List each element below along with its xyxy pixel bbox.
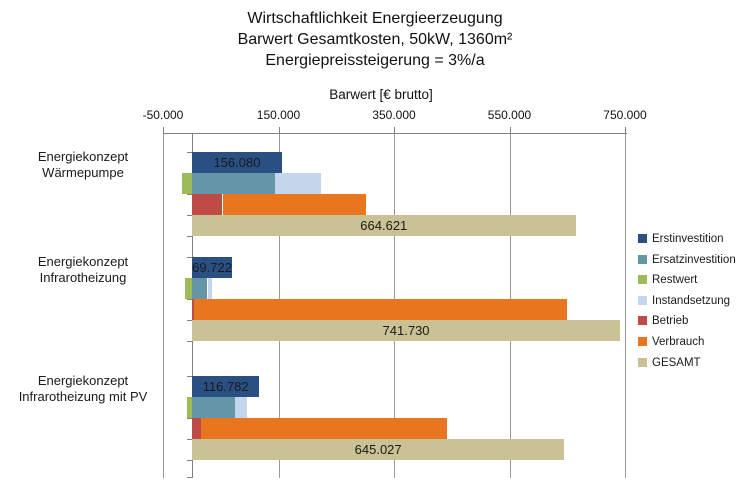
gridline xyxy=(625,133,626,478)
value-axis-line xyxy=(163,133,627,134)
bar-label-erstinvestition-2: 116.782 xyxy=(202,379,249,394)
chart-title: Wirtschaftlichkeit Energieerzeugung Barw… xyxy=(100,8,650,71)
value-axis-tick xyxy=(163,127,164,133)
bar-gesamt-2 xyxy=(191,439,565,460)
category-axis-tick xyxy=(186,257,192,258)
legend-label-ersatzinvestition: Ersatzinvestition xyxy=(652,253,736,266)
legend-swatch-instandsetzung xyxy=(638,295,647,305)
chart-title-line-1: Wirtschaftlichkeit Energieerzeugung xyxy=(247,10,503,27)
legend-swatch-gesamt xyxy=(638,357,647,367)
category-axis-tick xyxy=(186,152,192,153)
chart-title-line-3: Energiepreissteigerung = 3%/a xyxy=(265,52,485,69)
category-axis-tick xyxy=(186,299,192,300)
bar-instandsetzung-0 xyxy=(275,173,322,194)
category-axis-tick xyxy=(186,376,192,377)
category-label-1: Energiekonzept Infrarotheizung xyxy=(37,254,129,285)
x-axis-title: Barwert [€ brutto] xyxy=(329,87,433,102)
bar-instandsetzung-2 xyxy=(235,397,247,418)
legend-label-betrieb: Betrieb xyxy=(652,315,689,328)
bar-ersatzinvestition-1 xyxy=(191,278,208,299)
bar-gesamt-0 xyxy=(191,215,576,236)
legend-label-erstinvestition: Erstinvestition xyxy=(652,233,724,245)
bar-ersatzinvestition-2 xyxy=(191,397,236,418)
category-label-2: Energiekonzept Infrarotheizung mit PV xyxy=(18,373,148,404)
legend-label-instandsetzung: Instandsetzung xyxy=(652,294,731,307)
category-label-0: Energiekonzept Wärmepumpe xyxy=(37,149,129,180)
bar-instandsetzung-1 xyxy=(207,278,213,299)
legend-item-instandsetzung: Instandsetzung xyxy=(638,294,750,308)
category-axis-tick xyxy=(186,215,192,216)
category-axis-tick xyxy=(186,341,192,342)
bar-label-erstinvestition-0: 156.080 xyxy=(213,155,261,170)
category-axis-tick xyxy=(186,477,192,478)
value-axis-tick xyxy=(278,127,280,133)
bar-restwert-1 xyxy=(184,278,192,299)
legend-item-verbrauch: Verbrauch xyxy=(638,335,750,349)
bar-label-gesamt-1: 741.730 xyxy=(382,323,430,338)
x-tick-label: 550.000 xyxy=(487,108,532,122)
bar-verbrauch-1 xyxy=(194,299,567,320)
legend-label-verbrauch: Verbrauch xyxy=(652,336,705,348)
bar-verbrauch-2 xyxy=(201,418,447,439)
value-axis-tick xyxy=(509,127,511,133)
legend-label-restwert: Restwert xyxy=(652,274,698,287)
bar-erstinvestition-0 xyxy=(191,152,282,173)
bar-label-gesamt-2: 645.027 xyxy=(354,442,402,457)
gridline xyxy=(163,133,164,478)
x-tick-label: 350.000 xyxy=(372,108,416,122)
bar-label-gesamt-0: 664.621 xyxy=(360,218,408,233)
bar-betrieb-0 xyxy=(191,194,223,215)
x-tick-label: 150.000 xyxy=(256,108,301,122)
value-axis-tick xyxy=(625,127,626,133)
legend-swatch-erstinvestition xyxy=(638,234,647,243)
bar-restwert-0 xyxy=(182,173,192,194)
bar-erstinvestition-1 xyxy=(191,257,233,278)
legend-swatch-betrieb xyxy=(638,316,647,326)
category-axis-tick xyxy=(186,194,192,195)
legend-item-gesamt: GESAMT xyxy=(638,356,750,370)
x-tick-label: -50.000 xyxy=(142,108,184,122)
legend-swatch-ersatzinvestition xyxy=(638,254,647,264)
category-axis-tick xyxy=(186,320,192,321)
bar-ersatzinvestition-0 xyxy=(191,173,276,194)
value-axis-tick xyxy=(394,127,395,133)
legend-swatch-restwert xyxy=(638,275,647,285)
legend-swatch-verbrauch xyxy=(638,337,647,346)
chart-title-line-2: Barwert Gesamtkosten, 50kW, 1360m² xyxy=(237,31,513,48)
legend-item-ersatzinvestition: Ersatzinvestition xyxy=(638,253,750,267)
category-axis-tick xyxy=(186,439,192,440)
bar-restwert-2 xyxy=(187,397,192,418)
bar-erstinvestition-2 xyxy=(191,376,260,397)
bar-label-erstinvestition-1: 69.722 xyxy=(192,260,232,275)
bar-betrieb-1 xyxy=(191,299,195,320)
x-tick-label: 750.000 xyxy=(603,108,647,122)
legend-item-restwert: Restwert xyxy=(638,273,750,287)
bar-betrieb-2 xyxy=(191,418,202,439)
bar-gesamt-1 xyxy=(191,320,621,341)
bar-verbrauch-0 xyxy=(222,194,366,215)
category-axis-tick xyxy=(186,236,192,237)
legend-item-erstinvestition: Erstinvestition xyxy=(638,232,750,246)
legend-item-betrieb: Betrieb xyxy=(638,314,750,328)
legend-label-gesamt: GESAMT xyxy=(652,356,701,369)
category-axis-tick xyxy=(186,460,192,461)
category-axis-tick xyxy=(186,418,192,419)
